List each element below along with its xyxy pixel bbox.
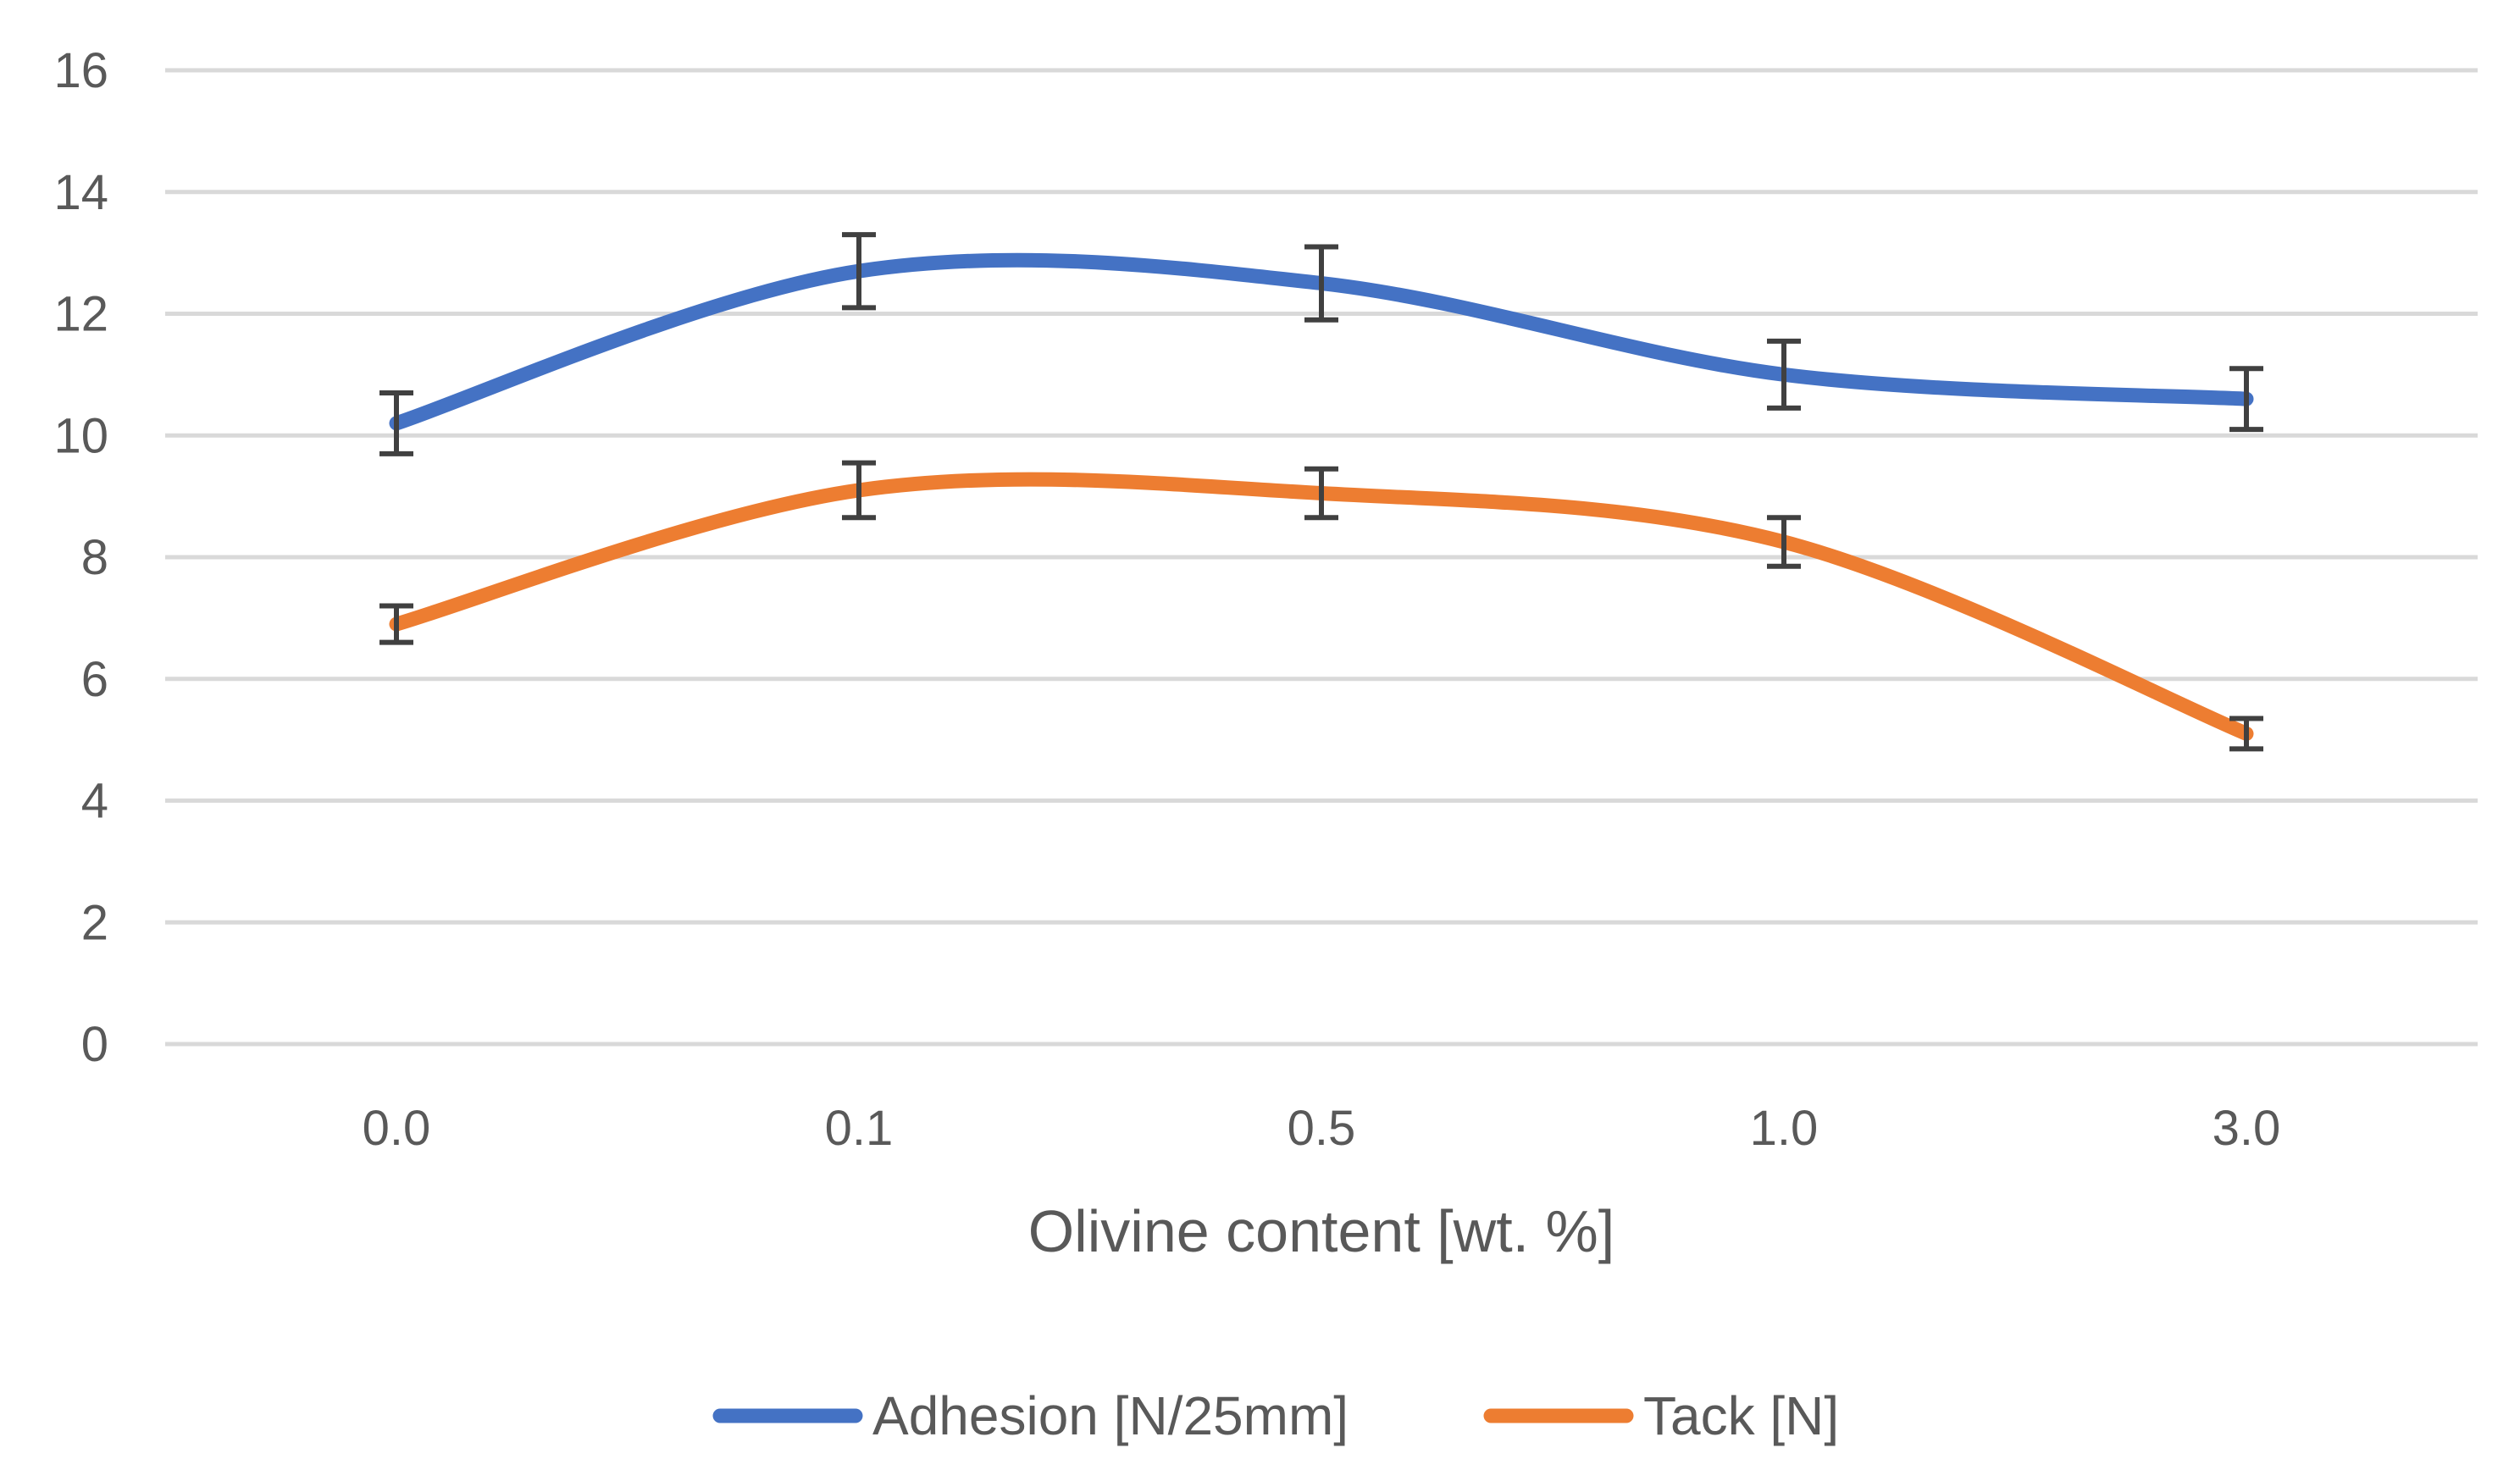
y-tick-label: 16 [53,43,108,98]
x-axis-label: Olivine content [wt. %] [1028,1198,1615,1264]
x-axis-ticks: 0.0 0.1 0.5 1.0 3.0 [363,1101,2281,1156]
y-tick-label: 12 [53,287,108,342]
x-tick-label: 3.0 [2213,1101,2281,1156]
series-tack [379,460,2263,752]
legend-item-adhesion: Adhesion [N/25mm] [712,1385,1349,1446]
legend: Adhesion [N/25mm] Tack [N] [712,1385,1839,1446]
legend-label: Tack [N] [1643,1385,1839,1446]
error-bar [1767,338,1801,411]
y-tick-label: 8 [81,530,108,585]
error-bar [842,232,876,311]
series-adhesion [379,232,2263,456]
error-bar [1304,244,1338,323]
x-tick-label: 0.5 [1288,1101,1356,1156]
y-axis-ticks: 0 2 4 6 8 10 12 14 16 [53,43,108,1072]
y-tick-label: 14 [53,165,108,220]
error-bar [379,390,413,456]
error-bar [379,603,413,645]
series-group [379,232,2263,752]
error-bar [1304,466,1338,521]
gridlines [165,68,2478,1047]
y-tick-label: 10 [53,408,108,463]
error-bar [842,460,876,521]
x-tick-label: 0.0 [363,1101,431,1156]
error-bar [2229,716,2263,752]
y-tick-label: 6 [81,652,108,707]
error-bar [2229,366,2263,433]
legend-item-tack: Tack [N] [1483,1385,1839,1446]
y-tick-label: 2 [81,895,108,950]
y-tick-label: 4 [81,774,108,829]
y-tick-label: 0 [81,1017,108,1072]
x-tick-label: 0.1 [825,1101,894,1156]
legend-label: Adhesion [N/25mm] [872,1385,1349,1446]
error-bar [1767,515,1801,569]
x-tick-label: 1.0 [1750,1101,1819,1156]
